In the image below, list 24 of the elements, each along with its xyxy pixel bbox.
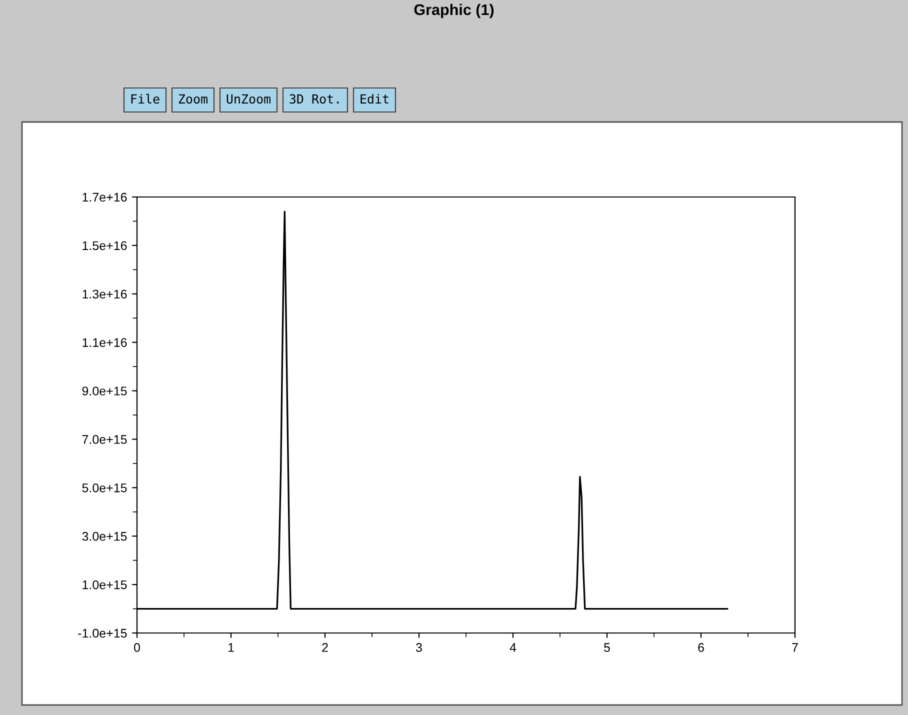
y-tick-label: 1.1e+16 [82,338,127,347]
x-tick-label: 2 [322,643,328,652]
x-tick-label: 0 [134,643,140,652]
text: Edit [360,94,388,104]
y-tick-label: 1.5e+16 [82,241,127,250]
y-tick-label: 5.0e+15 [82,483,127,492]
text: File [131,94,160,104]
x-tick-label: 3 [416,643,422,652]
y-tick-label: 1.0e+15 [82,580,127,590]
y-tick-label: 3.0e+15 [82,532,127,541]
text: 3D Rot. [290,94,339,104]
x-tick-label: 4 [510,643,516,652]
y-tick-label: 7.0e+15 [82,435,127,444]
y-tick-label: 1.7e+16 [82,192,127,202]
text: Zoom [178,94,208,104]
x-tick-label: 5 [604,643,610,652]
text: UnZoom [226,94,270,104]
x-tick-label: 6 [698,643,704,652]
x-tick-label: 7 [792,643,798,652]
y-tick-label: -1.0e+15 [78,628,127,638]
y-tick-label: 1.3e+16 [82,290,127,299]
y-tick-label: 9.0e+15 [82,386,127,396]
chart-title: Graphic (1) [414,4,494,18]
x-tick-label: 1 [228,643,234,652]
